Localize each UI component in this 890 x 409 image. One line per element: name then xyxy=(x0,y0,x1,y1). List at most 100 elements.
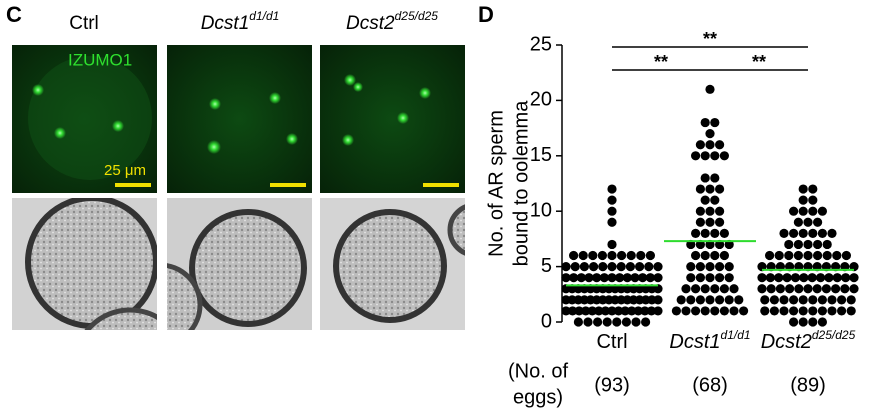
data-dot xyxy=(681,284,691,294)
data-dot xyxy=(798,184,808,194)
data-dot xyxy=(803,284,813,294)
data-dot xyxy=(588,250,598,261)
data-dot xyxy=(789,228,799,238)
data-dot xyxy=(798,306,808,316)
data-dot xyxy=(620,306,630,316)
data-dot xyxy=(630,273,640,283)
y-tick-label: 15 xyxy=(530,144,552,166)
significance-label: ** xyxy=(752,52,766,72)
data-dot xyxy=(817,228,828,238)
data-dot xyxy=(719,151,730,161)
count-label: (89) xyxy=(790,374,826,396)
data-dot xyxy=(607,273,617,283)
data-dot xyxy=(616,262,626,272)
data-dot xyxy=(793,250,804,261)
data-dot xyxy=(822,239,832,250)
data-dot xyxy=(594,306,604,316)
data-dot xyxy=(695,217,706,227)
data-dot xyxy=(724,239,734,250)
y-tick-label: 0 xyxy=(541,310,552,332)
data-dot xyxy=(700,151,710,161)
label-superscript: d1/d1 xyxy=(721,328,751,342)
data-dot xyxy=(622,273,632,283)
panel-label: D xyxy=(478,2,494,27)
data-dot xyxy=(824,273,834,283)
scale-label: 25 μm xyxy=(104,162,146,179)
label-superscript: d25/d25 xyxy=(812,328,856,342)
data-dot xyxy=(798,317,808,327)
count-label: (93) xyxy=(594,374,630,396)
data-dot xyxy=(613,306,624,316)
label-name: Dcst2 xyxy=(761,331,812,353)
data-dot xyxy=(561,306,571,316)
data-dot xyxy=(775,262,786,272)
data-dot xyxy=(789,295,799,305)
data-dot xyxy=(676,295,686,305)
data-dot xyxy=(607,306,617,316)
data-dot xyxy=(808,228,818,238)
data-dot xyxy=(827,295,837,305)
data-dot xyxy=(710,250,720,261)
data-dot xyxy=(715,262,725,272)
data-dot xyxy=(700,250,710,261)
data-dot xyxy=(715,295,725,305)
data-dot xyxy=(710,228,720,238)
data-dot xyxy=(837,306,847,316)
data-dot xyxy=(621,317,632,327)
data-dot xyxy=(589,262,599,272)
data-dot xyxy=(803,217,813,227)
data-dot xyxy=(784,250,794,261)
data-dot xyxy=(815,273,826,283)
data-dot xyxy=(817,295,828,305)
data-dot xyxy=(849,273,859,283)
data-dot xyxy=(774,250,784,261)
data-dot xyxy=(766,262,776,272)
data-dot xyxy=(798,295,808,305)
data-dot xyxy=(710,151,720,161)
panel-label: C xyxy=(6,2,22,27)
data-dot xyxy=(700,284,710,294)
data-dot xyxy=(724,273,734,283)
fluorescence-image xyxy=(320,45,465,193)
data-dot xyxy=(715,184,725,194)
data-dot xyxy=(686,262,696,272)
data-dot xyxy=(695,295,706,305)
y-tick-label: 5 xyxy=(541,255,552,277)
data-dot xyxy=(822,250,832,261)
data-dot xyxy=(817,206,828,216)
data-dot xyxy=(626,250,636,261)
data-dot xyxy=(695,239,706,250)
data-dot xyxy=(691,306,701,316)
data-dot xyxy=(612,317,622,327)
data-dot xyxy=(573,317,584,327)
data-dot xyxy=(705,140,715,150)
data-dot xyxy=(695,273,706,283)
data-dot xyxy=(831,284,841,294)
data-dot xyxy=(700,306,710,316)
data-dot xyxy=(790,273,801,283)
data-dot xyxy=(607,206,617,216)
data-dot xyxy=(700,195,710,205)
data-dot xyxy=(710,117,720,128)
label-name: Dcst1 xyxy=(201,13,250,34)
data-dot xyxy=(821,262,832,272)
data-dot xyxy=(841,250,852,261)
column-label: Ctrl xyxy=(69,13,99,34)
data-dot xyxy=(739,306,749,316)
data-dot xyxy=(775,284,786,294)
column-label: Dcst2d25/d25 xyxy=(346,9,438,34)
data-dot xyxy=(705,217,715,227)
data-dot xyxy=(627,306,637,316)
data-dot xyxy=(700,228,710,238)
data-dot xyxy=(849,262,859,272)
data-dot xyxy=(695,262,706,272)
data-dot xyxy=(607,184,617,194)
data-dot xyxy=(729,284,739,294)
significance-label: ** xyxy=(703,29,717,49)
brightfield-image xyxy=(167,198,312,330)
count-title: eggs) xyxy=(513,386,563,408)
data-dot xyxy=(633,306,643,316)
panel-c: C IZUMO1 25 μm xyxy=(6,2,465,330)
data-dot xyxy=(831,262,841,272)
